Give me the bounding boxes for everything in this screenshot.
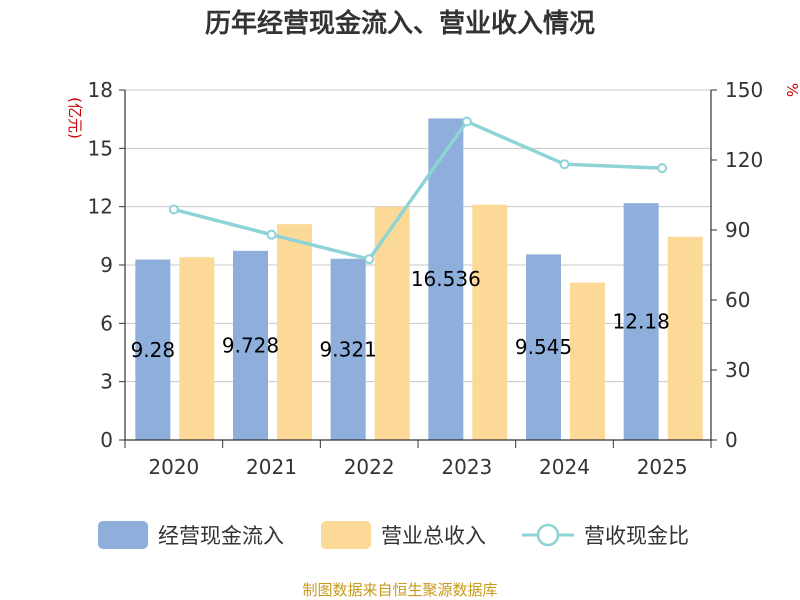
x-tick-label: 2025: [637, 455, 688, 479]
ratio-point: [559, 159, 570, 170]
revenue-bar: [570, 282, 605, 440]
legend-label-ratio: 营收现金比: [584, 524, 689, 548]
chart-title: 历年经营现金流入、营业收入情况: [205, 8, 595, 39]
left-tick-label: 9: [100, 253, 113, 277]
cash-inflow-bar: [233, 250, 268, 440]
legend-marker-ratio: [536, 523, 560, 547]
revenue-bar: [667, 236, 703, 440]
cash-inflow-bar: [330, 258, 366, 440]
legend-swatch-revenue: [321, 521, 371, 549]
cash-inflow-label: 12.18: [613, 310, 670, 334]
legend-swatch-cash-inflow: [98, 521, 148, 549]
ratio-point: [364, 254, 375, 265]
left-tick-label: 6: [100, 311, 113, 335]
right-tick-label: 90: [725, 218, 750, 242]
axes: 0 3 6 9 12 15 18 0 30 60 90 120 150 2020 2021 2022 2023 2…: [88, 78, 764, 479]
cash-inflow-label: 9.28: [131, 338, 176, 362]
gridlines: [125, 89, 711, 383]
ratio-line: [168, 116, 668, 265]
source-note: 制图数据来自恒生聚源数据库: [302, 581, 497, 599]
cash-inflow-label: 16.536: [411, 267, 481, 291]
x-tick-label: 2020: [148, 455, 199, 479]
data-labels: 9.28 9.728 9.321 16.536 9.545 12.18: [131, 267, 670, 362]
left-tick-label: 0: [100, 428, 113, 452]
cash-inflow-bar: [135, 259, 171, 440]
revenue-bar: [472, 204, 508, 440]
revenue-bar: [277, 224, 312, 440]
ratio-point: [168, 204, 179, 215]
legend-label-cash-inflow: 经营现金流入: [158, 524, 284, 548]
cash-inflow-bar: [428, 118, 464, 440]
left-axis-unit: (亿元): [66, 97, 84, 139]
right-tick-label: 150: [725, 78, 763, 102]
legend-label-revenue: 营业总收入: [381, 524, 486, 548]
cash-inflow-label: 9.321: [320, 337, 377, 361]
bars: [135, 118, 703, 440]
x-tick-label: 2021: [246, 455, 297, 479]
cash-inflow-bar: [623, 203, 659, 440]
ratio-point: [657, 163, 668, 174]
left-tick-label: 18: [88, 78, 113, 102]
ratio-point: [266, 229, 277, 240]
right-axis-unit: %: [783, 83, 800, 97]
cash-inflow-label: 9.545: [515, 335, 572, 359]
right-tick-label: 120: [725, 148, 763, 172]
right-tick-label: 0: [725, 428, 738, 452]
cash-inflow-bar: [526, 254, 561, 440]
left-tick-label: 12: [88, 195, 113, 219]
cash-inflow-label: 9.728: [222, 333, 279, 357]
right-tick-label: 60: [725, 288, 750, 312]
right-tick-label: 30: [725, 358, 750, 382]
left-tick-label: 15: [88, 136, 113, 160]
x-tick-label: 2023: [441, 455, 492, 479]
legend: 经营现金流入 营业总收入 营收现金比: [98, 521, 689, 549]
ratio-point: [461, 116, 472, 127]
revenue-bar: [179, 257, 215, 440]
x-tick-label: 2024: [539, 455, 590, 479]
left-tick-label: 3: [100, 370, 113, 394]
x-tick-label: 2022: [344, 455, 395, 479]
ratio-line-path: [173, 119, 663, 262]
